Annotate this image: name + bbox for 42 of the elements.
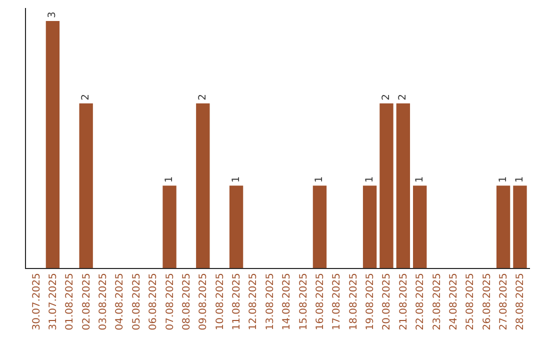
x-tick-label: 09.08.2025 <box>198 273 210 330</box>
x-tick-label: 17.08.2025 <box>332 273 343 330</box>
x-tick-label: 04.08.2025 <box>114 273 126 330</box>
data-label: 3 <box>47 12 58 18</box>
x-tick-label: 19.08.2025 <box>365 273 376 330</box>
x-tick-label: 31.07.2025 <box>48 273 59 330</box>
x-tick-label: 06.08.2025 <box>148 273 160 330</box>
x-tick-label: 10.08.2025 <box>214 273 226 330</box>
data-label: 2 <box>380 94 392 100</box>
x-tick-label: 14.08.2025 <box>282 273 293 330</box>
x-tick-label: 24.08.2025 <box>448 273 460 330</box>
x-tick-label: 23.08.2025 <box>432 273 443 330</box>
x-tick-label: 02.08.2025 <box>81 273 92 330</box>
x-tick-label: 28.08.2025 <box>515 273 526 330</box>
data-label: 1 <box>230 176 242 183</box>
data-label: 1 <box>164 176 176 183</box>
x-tick-label: 05.08.2025 <box>131 273 142 330</box>
data-label: 2 <box>197 94 208 100</box>
data-label: 1 <box>414 176 426 183</box>
data-label: 1 <box>314 176 326 183</box>
x-tick-label: 08.08.2025 <box>181 273 192 330</box>
data-label: 2 <box>80 94 92 100</box>
x-tick-label: 26.08.2025 <box>482 273 493 330</box>
data-label: 2 <box>398 94 409 100</box>
data-label: 1 <box>498 176 509 183</box>
x-tick-label: 03.08.2025 <box>98 273 110 330</box>
x-tick-label: 27.08.2025 <box>498 273 510 330</box>
data-label: 1 <box>514 176 526 183</box>
x-tick-label: 07.08.2025 <box>164 273 176 330</box>
x-tick-label: 30.07.2025 <box>31 273 42 330</box>
x-tick-label: 25.08.2025 <box>465 273 476 330</box>
x-tick-label: 21.08.2025 <box>398 273 410 330</box>
x-tick-label: 11.08.2025 <box>232 273 243 330</box>
x-tick-label: 13.08.2025 <box>264 273 276 330</box>
x-tick-label: 15.08.2025 <box>298 273 310 330</box>
x-tick-label: 20.08.2025 <box>382 273 393 330</box>
x-tick-label: 01.08.2025 <box>64 273 76 330</box>
data-label: 1 <box>364 176 376 183</box>
x-tick-label: 22.08.2025 <box>415 273 426 330</box>
x-tick-label: 12.08.2025 <box>248 273 260 330</box>
x-tick-label: 16.08.2025 <box>314 273 326 330</box>
x-tick-label: 18.08.2025 <box>348 273 360 330</box>
